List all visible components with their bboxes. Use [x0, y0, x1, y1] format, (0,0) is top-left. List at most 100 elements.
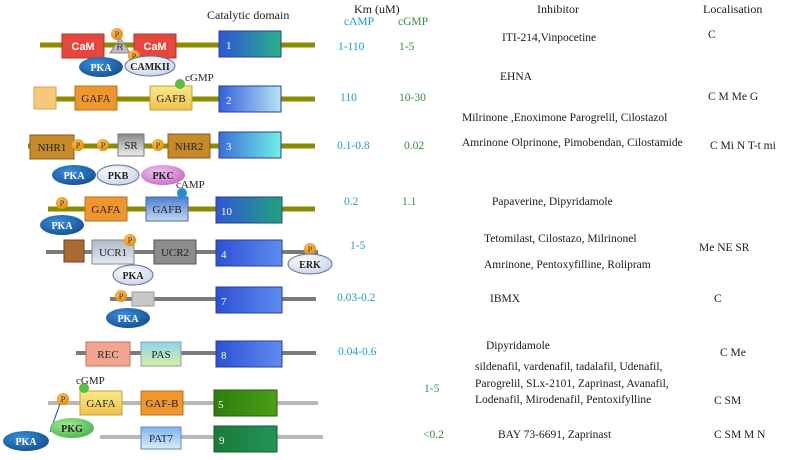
pde4-phospho-b-label: P	[308, 245, 313, 254]
pde9-catalytic-label: 9	[219, 435, 225, 447]
pde3-pkc-label: PKC	[152, 171, 173, 182]
pde9-pat7-label: PAT7	[149, 433, 174, 445]
pde3-phospho-a	[72, 139, 84, 151]
pde3-camp-km: 0.1-0.8	[337, 140, 370, 152]
pde8-row: REC PAS 8	[76, 340, 316, 368]
pde2-cgmp-label: cGMP	[185, 72, 214, 84]
pde8-inhibitors: Dipyridamole	[486, 340, 550, 352]
pde10-pka-label: PKA	[51, 221, 73, 232]
pde3-phospho-c	[152, 139, 164, 151]
pde1-localisation: C	[708, 29, 716, 41]
pde8-camp-km: 0.04-0.6	[338, 346, 377, 358]
pde7-catalytic-label: 7	[221, 296, 227, 308]
pde10-gafa-domain	[84, 196, 128, 222]
pde3-inhibitors-line2: Amrinone Olprinone, Pimobendan, Cilostam…	[462, 137, 683, 149]
pde4-ucr2-domain	[153, 239, 197, 265]
pde3-pkc	[141, 165, 185, 185]
pde2-row: GAFA GAFB cGMP 2	[33, 72, 315, 113]
pde8-pas-label: PAS	[151, 349, 170, 361]
pde5-inhibitors-line1: sildenafil, vardenafil, tadalafil, Udena…	[475, 361, 663, 373]
localisation-header: Localisation	[703, 2, 763, 16]
pde2-nterm-domain	[33, 86, 57, 110]
pde7-inhibitors: IBMX	[490, 293, 521, 305]
pde8-rec-label: REC	[97, 349, 118, 361]
pde3-pkb	[96, 164, 140, 186]
pde2-gafa-domain	[74, 85, 118, 111]
pde8-rec-domain	[85, 341, 131, 367]
pde10-pka	[40, 215, 84, 235]
pde3-sr-domain	[117, 133, 145, 157]
pde5-pka	[3, 431, 49, 451]
pde7-phospho-label: P	[119, 292, 124, 301]
pde8-pas-domain	[140, 341, 182, 367]
pde2-catalytic-label: 2	[226, 95, 232, 107]
pde9-row: PAT7 9	[100, 425, 323, 453]
pde1-cgmp-km: 1-5	[399, 41, 415, 53]
pde7-pka-label: PKA	[117, 314, 139, 325]
pde7-phospho	[115, 290, 127, 302]
pde10-catalytic-domain	[215, 196, 283, 224]
pde5-phospho	[57, 393, 69, 405]
pde5-pkg-label: PKG	[61, 424, 83, 435]
pde10-catalytic-label: 10	[221, 206, 233, 218]
pde3-pkb-label: PKB	[108, 171, 129, 182]
pde4-ucr2-label: UCR2	[161, 247, 189, 259]
pde8-catalytic-domain	[215, 340, 283, 368]
pde7-pka	[106, 308, 150, 328]
pde3-cgmp-km: 0.02	[404, 140, 425, 152]
pde2-cgmp-ligand	[175, 79, 185, 89]
pde1-phospho-a-label: P	[115, 30, 120, 39]
pde3-inhibitors-line1: Milrinone ,Enoximone Parogrelil, Cilosta…	[462, 112, 668, 124]
catalytic-domain-header: Catalytic domain	[207, 8, 290, 22]
pde5-inhibitors-line3: Lodenafil, Mirodenafil, Pentoxifylline	[475, 394, 652, 406]
pde10-gafb-domain	[145, 196, 189, 222]
pde5-gafb-label: GAF-B	[145, 398, 178, 410]
camp-header: cAMP	[344, 16, 375, 28]
pde1-camkii	[124, 55, 176, 77]
inhibitor-header: Inhibitor	[537, 2, 579, 16]
pde5-inhibitors-line2: Parogrelil, SLx-2101, Zaprinast, Avanafi…	[475, 378, 669, 390]
km-header: Km (uM)	[354, 2, 400, 16]
pde3-row: NHR1 P P SR P NHR2 PKA PKB PKC 3	[28, 131, 315, 186]
pde4-ucr1-label: UCR1	[99, 247, 127, 259]
pde10-camp-label: cAMP	[176, 179, 205, 191]
pde4-pka	[112, 264, 154, 286]
pde3-phospho-c-label: P	[156, 141, 161, 150]
pde10-gafa-label: GAFA	[91, 204, 120, 216]
pde10-cgmp-km: 1.1	[402, 196, 417, 208]
pde1-camp-km: 1-110	[338, 41, 365, 53]
pde5-pkg	[50, 418, 94, 438]
pde4-localisation: Me NE SR	[699, 242, 750, 254]
pde3-phospho-b-label: P	[101, 141, 106, 150]
pde1-pka-label: PKA	[90, 63, 112, 74]
pde4-catalytic-label: 4	[221, 249, 227, 261]
pde1-r-label: R	[117, 42, 124, 52]
pde3-phospho-b	[97, 139, 109, 151]
pde1-r-domain	[109, 37, 131, 54]
pde3-localisation: C Mi N T-t mi	[710, 140, 776, 152]
pde4-pka-label: PKA	[122, 271, 144, 282]
pde10-inhibitors: Papaverine, Dipyridamole	[492, 196, 613, 208]
pde3-nhr2-label: NHR2	[175, 141, 204, 153]
pde7-localisation: C	[714, 293, 722, 305]
pde4-phospho-a	[124, 234, 136, 246]
pde3-catalytic-label: 3	[226, 141, 232, 153]
pde1-catalytic-label: 1	[226, 40, 232, 52]
pde9-localisation: C SM M N	[714, 429, 766, 441]
pde4-catalytic-domain	[215, 239, 283, 267]
pde4-phospho-a-label: P	[128, 236, 133, 245]
pde2-cgmp-km: 10-30	[399, 92, 426, 104]
pde1-row: CaM R CaM P P PKA CAMKII 1	[40, 28, 315, 77]
pde1-cam-domain-b	[133, 33, 177, 59]
pde3-catalytic-domain	[218, 131, 282, 159]
pde7-catalytic-domain	[215, 286, 283, 314]
pde8-catalytic-label: 8	[221, 350, 227, 362]
pde10-phospho-label: P	[60, 199, 65, 208]
pde5-catalytic-label: 5	[218, 399, 224, 411]
pde4-camp-km: 1-5	[350, 240, 366, 252]
pde5-cgmp-label: cGMP	[76, 375, 105, 387]
pde3-nhr2-domain	[167, 133, 211, 159]
pde9-pat7-domain	[140, 426, 182, 450]
